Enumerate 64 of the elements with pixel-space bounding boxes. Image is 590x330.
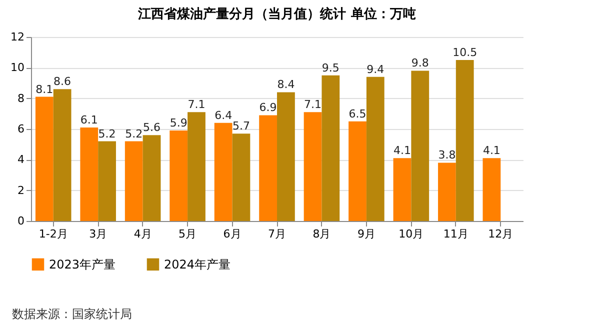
y-tick-label: 2 <box>18 184 24 197</box>
data-label: 4.1 <box>393 144 411 158</box>
bar <box>214 122 232 221</box>
bar <box>322 75 340 221</box>
y-tick-label: 8 <box>18 92 24 105</box>
bar <box>304 112 322 221</box>
bar <box>80 127 98 221</box>
bar <box>142 135 161 221</box>
data-label: 10.5 <box>452 46 478 59</box>
data-label: 6.9 <box>259 101 277 114</box>
data-label: 9.4 <box>366 62 384 76</box>
x-tick-label: 10月 <box>398 228 424 240</box>
data-label: 5.9 <box>170 116 188 130</box>
bar <box>411 70 430 221</box>
bar <box>98 141 116 221</box>
bar <box>188 112 206 221</box>
x-tick-label: 9月 <box>357 228 376 240</box>
data-label: 9.8 <box>411 56 429 70</box>
bar <box>482 158 501 221</box>
bar <box>366 76 384 221</box>
data-label: 6.1 <box>80 113 98 126</box>
data-label: 5.2 <box>125 127 143 140</box>
data-label: 8.4 <box>277 78 295 92</box>
data-label: 6.5 <box>348 107 366 120</box>
chart-title: 江西省煤油产量分月（当月值）统计 单位：万吨 <box>137 6 416 22</box>
x-tick-label: 7月 <box>268 228 286 240</box>
x-tick-label: 12月 <box>488 228 514 240</box>
data-label: 5.2 <box>98 127 116 140</box>
data-label: 7.1 <box>304 98 322 112</box>
x-tick-label: 6月 <box>223 228 242 240</box>
legend-label: 2023年产量 <box>49 257 116 272</box>
y-tick-label: 10 <box>10 61 24 74</box>
bar <box>456 60 474 221</box>
y-tick-label: 4 <box>18 153 24 166</box>
y-tick-label: 0 <box>18 214 24 228</box>
bar <box>348 121 366 221</box>
data-label: 3.8 <box>438 148 456 162</box>
bar <box>35 96 54 221</box>
bar <box>232 134 250 221</box>
x-tick-label: 3月 <box>89 228 108 240</box>
data-label: 7.1 <box>188 98 206 112</box>
data-label: 6.4 <box>214 108 232 122</box>
x-tick-label: 4月 <box>134 228 152 240</box>
x-tick-label: 8月 <box>312 228 331 240</box>
x-tick-label: 11月 <box>443 228 468 240</box>
data-label: 5.7 <box>232 120 250 133</box>
bar <box>124 141 143 221</box>
bar <box>53 89 72 221</box>
source-note: 数据来源：国家统计局 <box>12 306 132 323</box>
data-label: 8.6 <box>54 75 72 88</box>
data-label: 8.1 <box>36 82 54 96</box>
bar <box>170 130 188 221</box>
bar <box>438 162 456 221</box>
bar <box>259 115 277 221</box>
y-tick-label: 6 <box>18 122 24 136</box>
data-label: 9.5 <box>322 61 340 74</box>
x-tick-label: 1-2月 <box>38 228 68 240</box>
data-label: 4.1 <box>482 144 500 158</box>
data-label: 5.6 <box>143 121 161 134</box>
bar <box>277 92 295 221</box>
bar <box>393 158 412 221</box>
legend-label: 2024年产量 <box>164 257 231 272</box>
y-tick-label: 12 <box>10 30 24 44</box>
x-tick-label: 5月 <box>178 228 197 240</box>
